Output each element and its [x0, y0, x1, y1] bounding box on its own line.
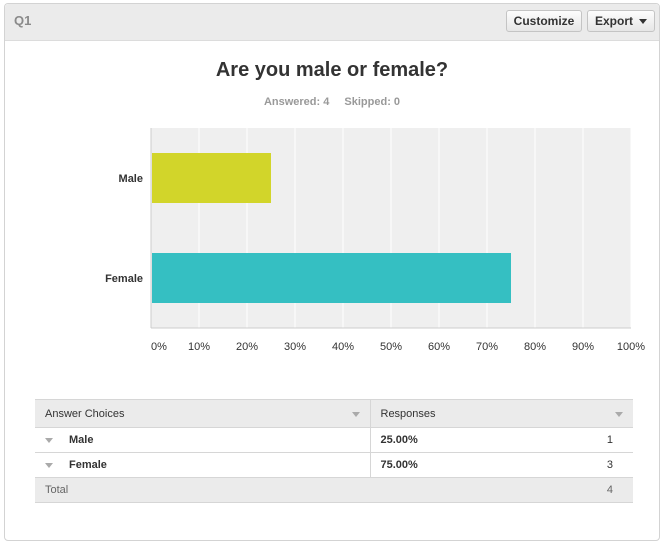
- question-number: Q1: [14, 13, 32, 28]
- table-row: Female 75.00% 3: [35, 452, 633, 478]
- total-count-cell: 4: [370, 477, 633, 503]
- y-category-label: Male: [119, 173, 143, 185]
- sort-icon: [615, 411, 623, 417]
- x-tick-label: 40%: [332, 341, 354, 353]
- x-tick-label: 50%: [380, 341, 402, 353]
- question-panel: Q1 Customize Export Are you male or fema…: [4, 3, 660, 541]
- answer-choice-cell[interactable]: Male: [35, 427, 371, 453]
- question-title: Are you male or female?: [215, 59, 449, 81]
- response-summary: Answered: 4 Skipped: 0: [5, 96, 659, 108]
- bar-chart: 0% 10% 20% 30% 40% 50% 60% 70% 80% 90% 100% Male Fem…: [105, 128, 645, 353]
- bar-female: [152, 253, 511, 303]
- response-cell: 75.00% 3: [370, 452, 633, 478]
- x-tick-label: 0%: [151, 341, 167, 353]
- y-category-label: Female: [105, 273, 143, 285]
- chevron-down-icon: [639, 19, 647, 25]
- x-tick-label: 20%: [236, 341, 258, 353]
- expand-icon[interactable]: [45, 462, 53, 468]
- export-label: Export: [594, 14, 633, 28]
- expand-icon[interactable]: [45, 437, 53, 443]
- x-tick-label: 100%: [617, 341, 645, 353]
- table-header-row: Answer Choices Responses: [35, 399, 633, 428]
- total-row: Total 4: [35, 477, 633, 503]
- question-header: Q1 Customize Export: [5, 4, 659, 41]
- x-tick-label: 70%: [476, 341, 498, 353]
- total-label: Total: [35, 477, 370, 503]
- responses-table: Answer Choices Responses Male 25.00% 1 Fe…: [35, 399, 633, 503]
- header-answer-choices[interactable]: Answer Choices: [35, 399, 371, 428]
- sort-icon: [351, 411, 360, 417]
- response-cell: 25.00% 1: [370, 427, 633, 453]
- bar-male: [152, 153, 271, 203]
- x-tick-label: 10%: [188, 341, 210, 353]
- x-tick-label: 60%: [428, 341, 450, 353]
- x-tick-label: 90%: [572, 341, 594, 353]
- answer-choice-cell[interactable]: Female: [35, 452, 371, 478]
- export-button[interactable]: Export: [587, 10, 655, 32]
- x-tick-label: 80%: [524, 341, 546, 353]
- x-tick-label: 30%: [284, 341, 306, 353]
- table-row: Male 25.00% 1: [35, 427, 633, 453]
- customize-button[interactable]: Customize: [506, 10, 582, 32]
- header-responses[interactable]: Responses: [370, 399, 633, 428]
- skipped-count: Skipped: 0: [344, 96, 401, 108]
- answered-count: Answered: 4: [263, 96, 330, 108]
